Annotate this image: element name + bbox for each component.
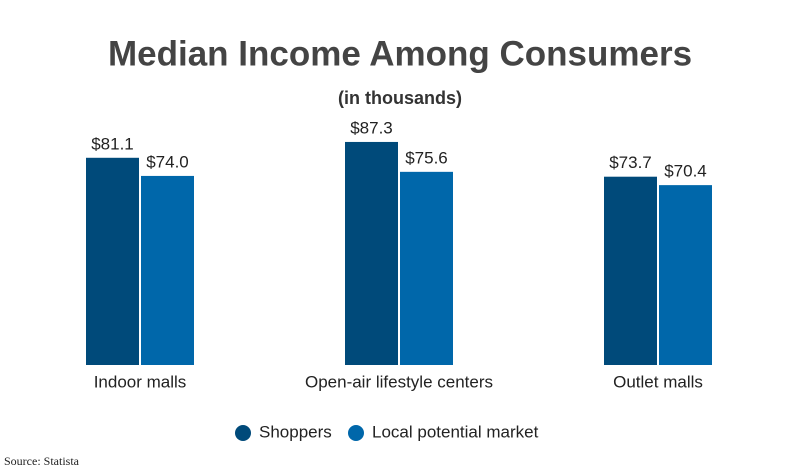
data-label: $70.4 xyxy=(664,162,707,181)
data-label: $73.7 xyxy=(609,153,652,172)
data-label: $74.0 xyxy=(146,152,189,171)
data-label: $81.1 xyxy=(91,134,134,153)
legend-swatch xyxy=(235,425,251,441)
bar xyxy=(86,157,139,365)
legend-label: Shoppers xyxy=(259,422,332,441)
x-tick-label: Indoor malls xyxy=(94,372,187,391)
x-tick-label: Open-air lifestyle centers xyxy=(305,372,493,391)
bar xyxy=(400,171,453,365)
bar xyxy=(659,185,712,365)
source-note: Source: Statista xyxy=(4,454,80,468)
x-tick-label: Outlet malls xyxy=(613,372,703,391)
bar xyxy=(604,176,657,365)
data-label: $75.6 xyxy=(405,148,448,167)
bar xyxy=(345,141,398,365)
legend-label: Local potential market xyxy=(372,422,539,441)
legend-swatch xyxy=(348,425,364,441)
chart-title: Median Income Among Consumers xyxy=(108,34,692,73)
data-label: $87.3 xyxy=(350,118,393,137)
chart-subtitle: (in thousands) xyxy=(338,88,462,108)
bar xyxy=(141,175,194,365)
